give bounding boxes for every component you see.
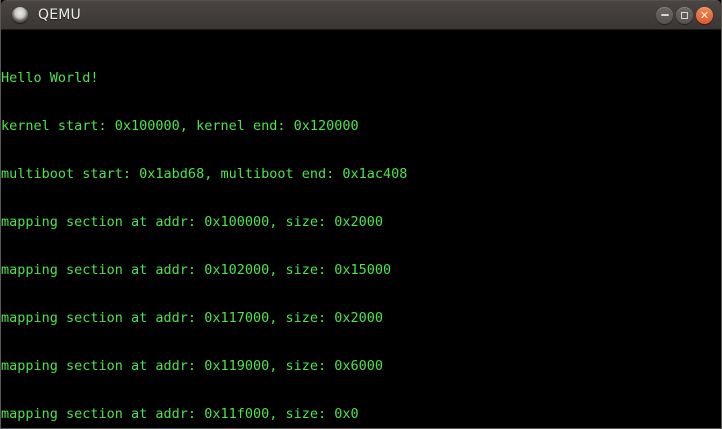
console-line: mapping section at addr: 0x11f000, size:…: [1, 406, 359, 422]
console-line: multiboot start: 0x1abd68, multiboot end…: [1, 166, 408, 182]
maximize-button[interactable]: [676, 6, 693, 24]
console-line: kernel start: 0x100000, kernel end: 0x12…: [1, 118, 359, 134]
close-icon: ✕: [699, 8, 710, 22]
close-button[interactable]: ✕: [696, 6, 713, 24]
minimize-icon: [660, 14, 669, 16]
window-title: QEMU: [38, 8, 81, 22]
qemu-app-icon: [12, 7, 28, 23]
console-line: mapping section at addr: 0x117000, size:…: [1, 310, 384, 326]
window-controls: ✕: [656, 6, 713, 24]
maximize-icon: [681, 11, 688, 19]
console-line: mapping section at addr: 0x119000, size:…: [1, 358, 384, 374]
qemu-console-screen[interactable]: Hello World! kernel start: 0x100000, ker…: [1, 30, 721, 428]
console-output: Hello World! kernel start: 0x100000, ker…: [1, 38, 721, 428]
console-line: Hello World!: [1, 70, 99, 86]
console-line: mapping section at addr: 0x102000, size:…: [1, 262, 392, 278]
console-line: mapping section at addr: 0x100000, size:…: [1, 214, 384, 230]
window-titlebar[interactable]: QEMU ✕: [1, 0, 721, 30]
minimize-button[interactable]: [656, 6, 673, 24]
